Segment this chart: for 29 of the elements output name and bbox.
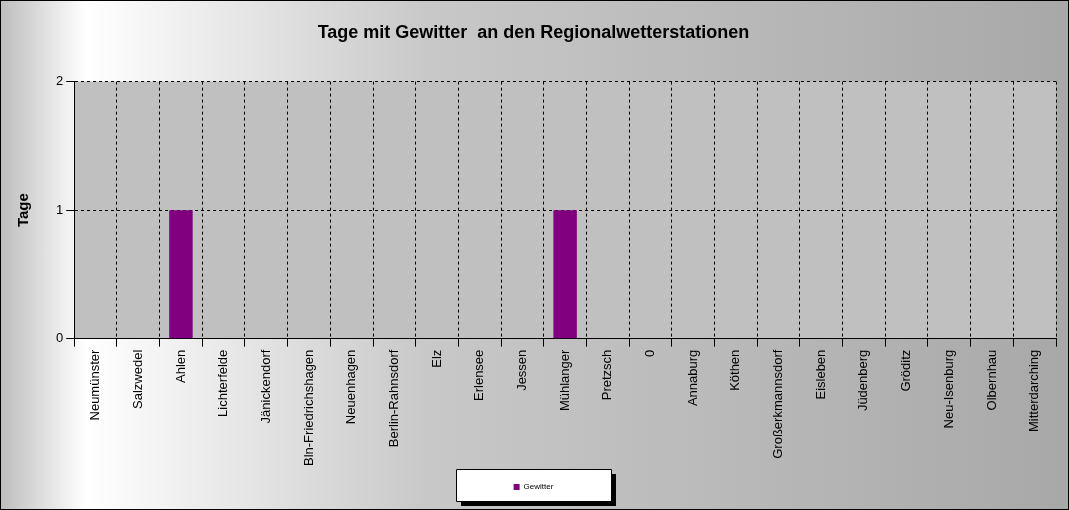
x-tick-label: Neuenhagen — [343, 349, 359, 425]
x-tick-label: Lichterfelde — [215, 349, 231, 417]
x-tick-label: 0 — [642, 349, 658, 357]
y-tick-label: 2 — [56, 73, 64, 89]
x-tick-label: Eisleben — [812, 349, 828, 400]
y-tick-label: 1 — [56, 201, 64, 217]
x-tick-label: Jessen — [514, 349, 530, 391]
x-tick-label: Erlensee — [471, 349, 487, 401]
x-tick-label: Annaburg — [684, 349, 700, 407]
x-tick-label: Bln-Friedrichshagen — [300, 349, 316, 467]
x-tick-label: Neumünster — [87, 349, 103, 421]
x-tick-label: Jüdenberg — [855, 349, 871, 412]
chart-title: Tage mit Gewitter an den Regionalwetterstationen — [317, 21, 750, 42]
y-axis-title: Tage — [14, 193, 32, 228]
x-tick-label: Ahlen — [172, 349, 188, 383]
x-tick-label: Mühlanger — [556, 349, 572, 412]
x-tick-label: Salzwedel — [129, 349, 145, 409]
x-tick-label: Großerkmannsdorf — [770, 349, 786, 459]
y-tick-label: 0 — [56, 330, 64, 346]
x-tick-label: Mitterdarching — [1026, 349, 1042, 433]
x-tick-label: Elz — [428, 349, 444, 368]
x-tick-label: Olbernhau — [983, 349, 999, 411]
x-tick-label: Pretzsch — [599, 349, 615, 401]
x-tick-label: Köthen — [727, 349, 743, 391]
x-tick-label: Gröditz — [898, 349, 914, 392]
x-tick-label: Jänickendorf — [257, 349, 273, 424]
x-tick-label: Berlin-Rahnsdorf — [385, 349, 401, 448]
x-tick-label: Neu-Isenburg — [940, 349, 956, 429]
legend-label: Gewitter — [523, 482, 554, 492]
